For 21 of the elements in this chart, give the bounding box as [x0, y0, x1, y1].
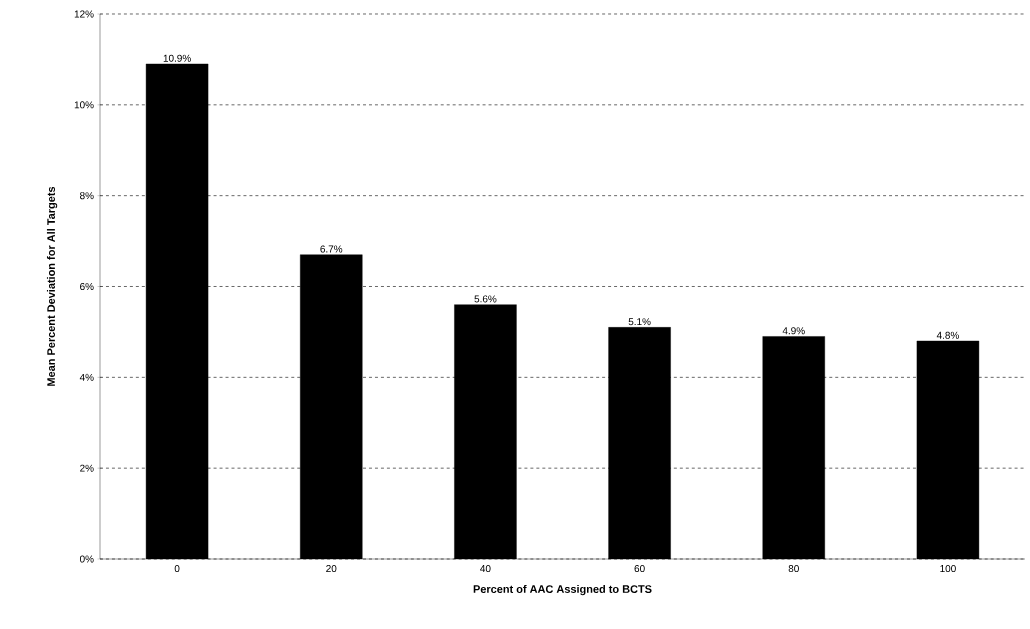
data-label: 4.8% — [936, 331, 959, 339]
data-label: 6.7% — [320, 245, 343, 253]
data-label: 5.1% — [628, 318, 651, 326]
y-tick-label: 0% — [79, 555, 94, 563]
x-tick-label: 80 — [788, 565, 799, 573]
data-label: 10.9% — [163, 54, 191, 62]
data-label: 5.6% — [474, 295, 497, 303]
x-tick-label: 100 — [940, 565, 956, 573]
x-tick-label: 0 — [174, 565, 180, 573]
x-axis-title: Percent of AAC Assigned to BCTS — [473, 584, 652, 596]
x-tick-label: 60 — [634, 565, 645, 573]
y-axis-title: Mean Percent Deviation for All Targets — [46, 186, 58, 386]
y-tick-label: 6% — [80, 282, 94, 291]
y-tick-label: 2% — [80, 464, 94, 472]
y-tick-label: 4% — [79, 373, 94, 381]
y-tick-label: 8% — [80, 192, 94, 200]
y-tick-label: 10% — [74, 101, 94, 109]
x-tick-label: 20 — [326, 565, 337, 573]
y-tick-label: 12% — [74, 10, 94, 18]
data-label: 4.9% — [782, 327, 805, 335]
x-tick-label: 40 — [480, 565, 491, 573]
